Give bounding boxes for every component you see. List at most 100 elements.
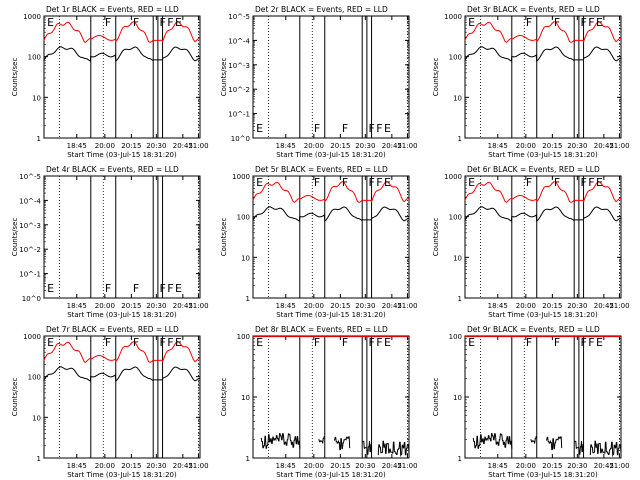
y-tick-label: 1000 [23, 13, 41, 21]
x-tick-label: 20:00 [304, 462, 324, 470]
x-tick-label: 21:00 [609, 142, 629, 150]
x-tick-label: 20:30 [146, 302, 166, 310]
flag-letter: F [105, 16, 111, 29]
panel-title: Det 1r BLACK = Events, RED = LLD [46, 5, 179, 14]
panel-4: Det 4r BLACK = Events, RED = LLD 10^0 10^-… [11, 165, 209, 319]
flag-letter: F [376, 122, 382, 135]
x-tick-label: 18:45 [67, 142, 87, 150]
x-tick-label: 20:45 [173, 302, 193, 310]
x-tick-label: 18:45 [67, 462, 87, 470]
x-tick-label: 18:45 [488, 302, 508, 310]
series-line-events [260, 433, 410, 458]
flag-letter: E [175, 282, 182, 295]
y-tick-label: 10 [453, 94, 462, 102]
panel-8: Det 8r BLACK = Events, RED = LLD 1 10 100 18… [220, 325, 418, 479]
y-tick-label: 10 [453, 394, 462, 402]
panel-title: Det 6r BLACK = Events, RED = LLD [467, 165, 600, 174]
x-tick-label: 20:45 [594, 462, 614, 470]
x-tick-label: 21:00 [188, 302, 208, 310]
y-tick-label: 10^-5 [228, 13, 250, 21]
x-tick-label: 20:30 [355, 462, 375, 470]
x-tick-label: 21:00 [397, 302, 417, 310]
flag-letter: F [167, 16, 173, 29]
flag-letter: F [526, 336, 532, 349]
flag-letter: F [133, 282, 139, 295]
panel-title: Det 4r BLACK = Events, RED = LLD [46, 165, 179, 174]
x-tick-label: 20:00 [516, 142, 536, 150]
x-tick-label: 20:45 [382, 302, 402, 310]
x-tick-label: 20:30 [355, 142, 375, 150]
flag-letter: E [596, 16, 603, 29]
x-tick-label: 20:00 [516, 302, 536, 310]
x-tick-label: 20:45 [173, 142, 193, 150]
plot-frame [252, 175, 410, 299]
series-line-lld [252, 181, 410, 203]
flag-letter: F [105, 336, 111, 349]
x-tick-label: 18:45 [276, 142, 296, 150]
y-tick-label: 100 [449, 214, 462, 222]
x-tick-label: 21:00 [188, 142, 208, 150]
flag-letter: E [47, 336, 54, 349]
flag-letter: F [580, 16, 586, 29]
x-tick-label: 20:00 [516, 462, 536, 470]
series-line-lld [464, 181, 622, 203]
series-line-lld [464, 21, 622, 43]
flag-letter: F [554, 16, 560, 29]
flag-letter: F [133, 16, 139, 29]
x-axis-label: Start Time (03-Jul-15 18:31:20) [488, 311, 598, 319]
y-tick-label: 10^-3 [228, 62, 250, 70]
x-axis-label: Start Time (03-Jul-15 18:31:20) [276, 311, 386, 319]
x-tick-label: 20:00 [304, 142, 324, 150]
y-tick-label: 1 [458, 455, 462, 463]
flag-letter: F [588, 176, 594, 189]
flag-letter: F [314, 122, 320, 135]
y-tick-label: 10 [32, 414, 41, 422]
flag-letter: F [526, 16, 532, 29]
x-tick-label: 21:00 [188, 462, 208, 470]
x-axis-label: Start Time (03-Jul-15 18:31:20) [488, 151, 598, 159]
x-axis-label: Start Time (03-Jul-15 18:31:20) [488, 471, 598, 479]
flag-letter: F [368, 176, 374, 189]
y-tick-label: 1000 [232, 173, 250, 181]
x-tick-label: 20:15 [330, 142, 350, 150]
series-line-lld [43, 341, 201, 363]
x-tick-label: 20:15 [121, 302, 141, 310]
y-tick-label: 100 [449, 54, 462, 62]
x-tick-label: 21:00 [609, 462, 629, 470]
x-tick-label: 18:45 [67, 302, 87, 310]
x-tick-label: 20:15 [121, 462, 141, 470]
x-tick-label: 20:45 [382, 462, 402, 470]
x-tick-label: 20:30 [567, 142, 587, 150]
plot-frame [464, 15, 622, 139]
plot-frame [43, 335, 201, 459]
panel-title: Det 9r BLACK = Events, RED = LLD [467, 325, 600, 334]
x-tick-label: 20:30 [146, 462, 166, 470]
flag-letter: E [384, 176, 391, 189]
flag-letter: E [175, 336, 182, 349]
flag-letter: F [342, 122, 348, 135]
panel-5: Det 5r BLACK = Events, RED = LLD 1 10 100 10… [220, 165, 418, 319]
y-tick-label: 1 [246, 295, 250, 303]
x-tick-label: 20:45 [594, 142, 614, 150]
panel-3: Det 3r BLACK = Events, RED = LLD 1 10 100 10… [432, 5, 630, 159]
y-tick-label: 10^-5 [19, 173, 41, 181]
y-tick-label: 10^0 [22, 295, 41, 303]
flag-letter: E [468, 176, 475, 189]
y-tick-label: 1 [458, 135, 462, 143]
flag-letter: F [376, 336, 382, 349]
y-tick-label: 10^-4 [19, 197, 41, 205]
plot-frame [43, 175, 201, 299]
y-tick-label: 10^-1 [228, 111, 250, 119]
panel-title: Det 7r BLACK = Events, RED = LLD [46, 325, 179, 334]
x-tick-label: 20:15 [330, 302, 350, 310]
y-tick-label: 1 [37, 455, 41, 463]
x-tick-label: 20:00 [95, 462, 115, 470]
y-axis-label: Counts/sec [11, 218, 19, 257]
flag-letter: E [47, 282, 54, 295]
y-tick-label: 100 [28, 54, 41, 62]
flag-letter: F [580, 336, 586, 349]
panel-title: Det 3r BLACK = Events, RED = LLD [467, 5, 600, 14]
flag-letter: F [167, 282, 173, 295]
panel-6: Det 6r BLACK = Events, RED = LLD 1 10 100 10… [432, 165, 630, 319]
